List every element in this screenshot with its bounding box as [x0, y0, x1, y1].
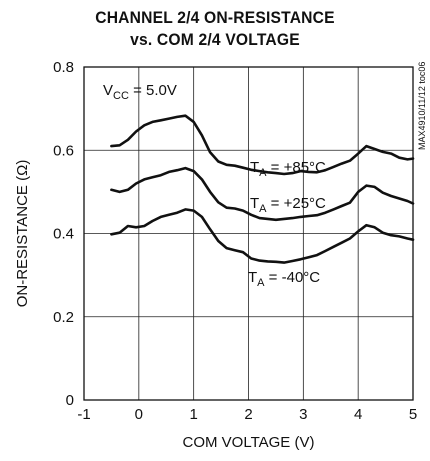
label-25c-sub: A [259, 203, 267, 215]
vcc-rest: = 5.0V [129, 82, 177, 99]
label-minus40c-main: T [248, 269, 257, 286]
chart-title-line1: CHANNEL 2/4 ON-RESISTANCE [95, 8, 335, 27]
series-line-minus40c [110, 208, 415, 264]
figure-id: MAX4910/11/12 toc06 [417, 62, 427, 150]
chart-title-line2: vs. COM 2/4 VOLTAGE [130, 30, 300, 49]
x-tick-2: 2 [244, 406, 252, 423]
label-minus40c-rest: = -40°C [265, 269, 321, 286]
y-tick-0.2: 0.2 [53, 309, 74, 326]
x-tick-labels: -1 0 1 2 3 4 5 [77, 406, 417, 423]
x-tick-3: 3 [299, 406, 307, 423]
vcc-sub: CC [113, 90, 129, 102]
y-tick-0.8: 0.8 [53, 59, 74, 76]
label-85c-rest: = +85°C [267, 159, 327, 176]
y-tick-0: 0 [66, 392, 74, 409]
series-label-25c: TA = +25°C [250, 195, 326, 215]
x-tick-4: 4 [354, 406, 362, 423]
y-tick-0.4: 0.4 [53, 226, 74, 243]
series-line-85c [110, 114, 415, 176]
x-tick-1: 1 [189, 406, 197, 423]
vcc-annotation: VCC = 5.0V [103, 82, 177, 102]
plot-frame [83, 66, 414, 401]
series-group [110, 114, 415, 264]
series-label-minus40c: TA = -40°C [248, 269, 320, 289]
x-tick-0: 0 [135, 406, 143, 423]
x-axis-label: COM VOLTAGE (V) [183, 434, 315, 451]
x-tick-5: 5 [409, 406, 417, 423]
y-tick-0.6: 0.6 [53, 142, 74, 159]
label-85c-main: T [250, 159, 259, 176]
x-tick--1: -1 [77, 406, 90, 423]
y-tick-labels: 0 0.2 0.4 0.6 0.8 [53, 59, 74, 409]
grid-lines [84, 67, 413, 400]
y-axis-label: ON-RESISTANCE (Ω) [14, 160, 31, 308]
vcc-main: V [103, 82, 113, 99]
label-minus40c-sub: A [257, 277, 265, 289]
series-line-25c [110, 166, 415, 222]
label-25c-rest: = +25°C [267, 195, 327, 212]
label-85c-sub: A [259, 167, 267, 179]
series-label-85c: TA = +85°C [250, 159, 326, 179]
label-25c-main: T [250, 195, 259, 212]
